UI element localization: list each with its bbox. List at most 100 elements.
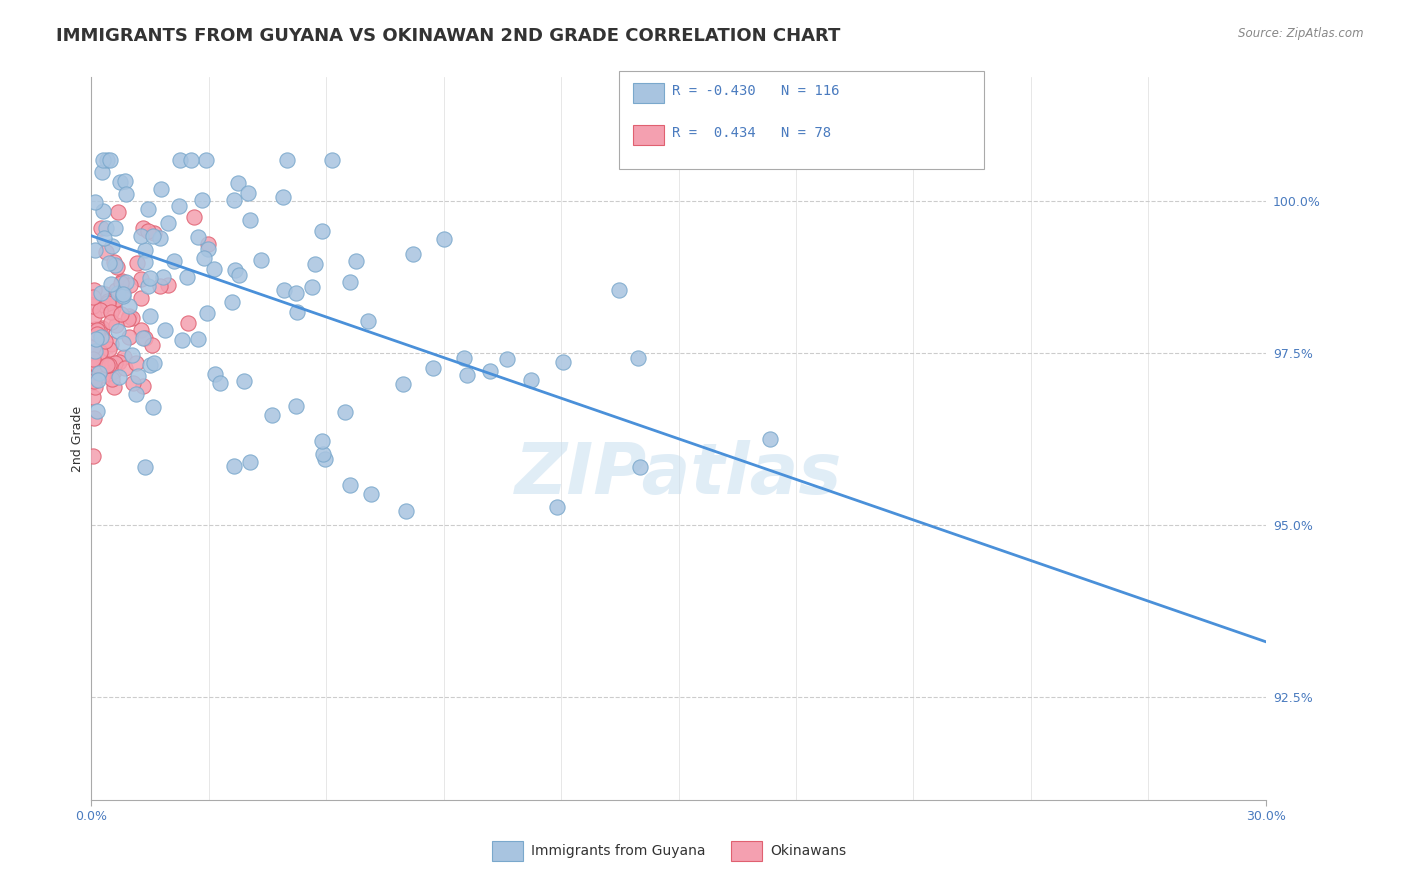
Point	[97, 296, 120, 310]
Point	[87, 366, 110, 380]
Point	[456, 368, 478, 382]
Point	[191, 193, 214, 207]
Point	[479, 364, 502, 378]
Point	[285, 285, 308, 300]
Point	[111, 289, 134, 303]
Point	[84, 344, 107, 359]
Point	[82, 352, 104, 367]
Point	[321, 153, 343, 167]
Point	[86, 326, 108, 341]
Point	[204, 367, 226, 381]
Point	[142, 228, 165, 243]
Point	[759, 432, 782, 446]
Point	[86, 358, 108, 372]
Point	[125, 387, 148, 401]
Point	[91, 153, 114, 167]
Point	[90, 221, 112, 235]
Point	[103, 380, 125, 394]
Point	[134, 255, 156, 269]
Point	[202, 261, 225, 276]
Point	[114, 174, 136, 188]
Point	[177, 316, 200, 330]
Point	[89, 303, 111, 318]
Point	[551, 355, 574, 369]
Point	[226, 176, 249, 190]
Point	[314, 451, 336, 466]
Point	[138, 358, 160, 372]
Point	[90, 286, 112, 301]
Point	[228, 268, 250, 282]
Point	[339, 276, 361, 290]
Point	[90, 321, 112, 335]
Point	[82, 290, 104, 304]
Point	[193, 251, 215, 265]
Point	[98, 256, 121, 270]
Point	[143, 226, 166, 240]
Point	[104, 356, 127, 370]
Point	[83, 374, 105, 388]
Point	[96, 358, 118, 372]
Point	[453, 351, 475, 366]
Point	[111, 274, 134, 288]
Point	[84, 195, 107, 210]
Point	[287, 305, 309, 319]
Point	[169, 153, 191, 167]
Point	[107, 370, 129, 384]
Point	[84, 244, 107, 258]
Text: R =  0.434   N = 78: R = 0.434 N = 78	[672, 126, 831, 140]
Point	[94, 358, 117, 372]
Point	[239, 454, 262, 468]
Point	[111, 336, 134, 351]
Point	[311, 434, 333, 449]
Point	[136, 202, 159, 216]
Point	[209, 376, 232, 391]
Point	[105, 260, 128, 274]
Text: R = -0.430   N = 116: R = -0.430 N = 116	[672, 84, 839, 98]
Point	[136, 224, 159, 238]
Point	[131, 291, 153, 305]
Point	[117, 311, 139, 326]
Point	[91, 204, 114, 219]
Point	[391, 377, 413, 392]
Point	[138, 271, 160, 285]
Point	[83, 309, 105, 323]
Point	[195, 306, 218, 320]
Point	[101, 372, 124, 386]
Point	[344, 254, 367, 268]
Point	[170, 333, 193, 347]
Point	[117, 299, 139, 313]
Point	[163, 253, 186, 268]
Point	[104, 292, 127, 306]
Point	[84, 332, 107, 346]
Point	[127, 368, 149, 383]
Point	[149, 231, 172, 245]
Point	[422, 361, 444, 376]
Point	[94, 334, 117, 349]
Point	[132, 379, 155, 393]
Point	[104, 259, 127, 273]
Point	[134, 459, 156, 474]
Point	[121, 311, 143, 326]
Text: Source: ZipAtlas.com: Source: ZipAtlas.com	[1239, 27, 1364, 40]
Point	[273, 190, 295, 204]
Point	[103, 363, 125, 377]
Point	[96, 153, 118, 167]
Point	[94, 220, 117, 235]
Point	[260, 408, 283, 422]
Point	[142, 401, 165, 415]
Point	[304, 257, 326, 271]
Point	[167, 199, 190, 213]
Point	[114, 361, 136, 376]
Point	[152, 270, 174, 285]
Point	[607, 283, 630, 297]
Point	[132, 220, 155, 235]
Point	[333, 405, 356, 419]
Point	[136, 279, 159, 293]
Point	[233, 374, 256, 388]
Point	[90, 330, 112, 344]
Point	[105, 318, 128, 333]
Point	[107, 324, 129, 338]
Point	[103, 255, 125, 269]
Point	[197, 242, 219, 256]
Point	[284, 399, 307, 413]
